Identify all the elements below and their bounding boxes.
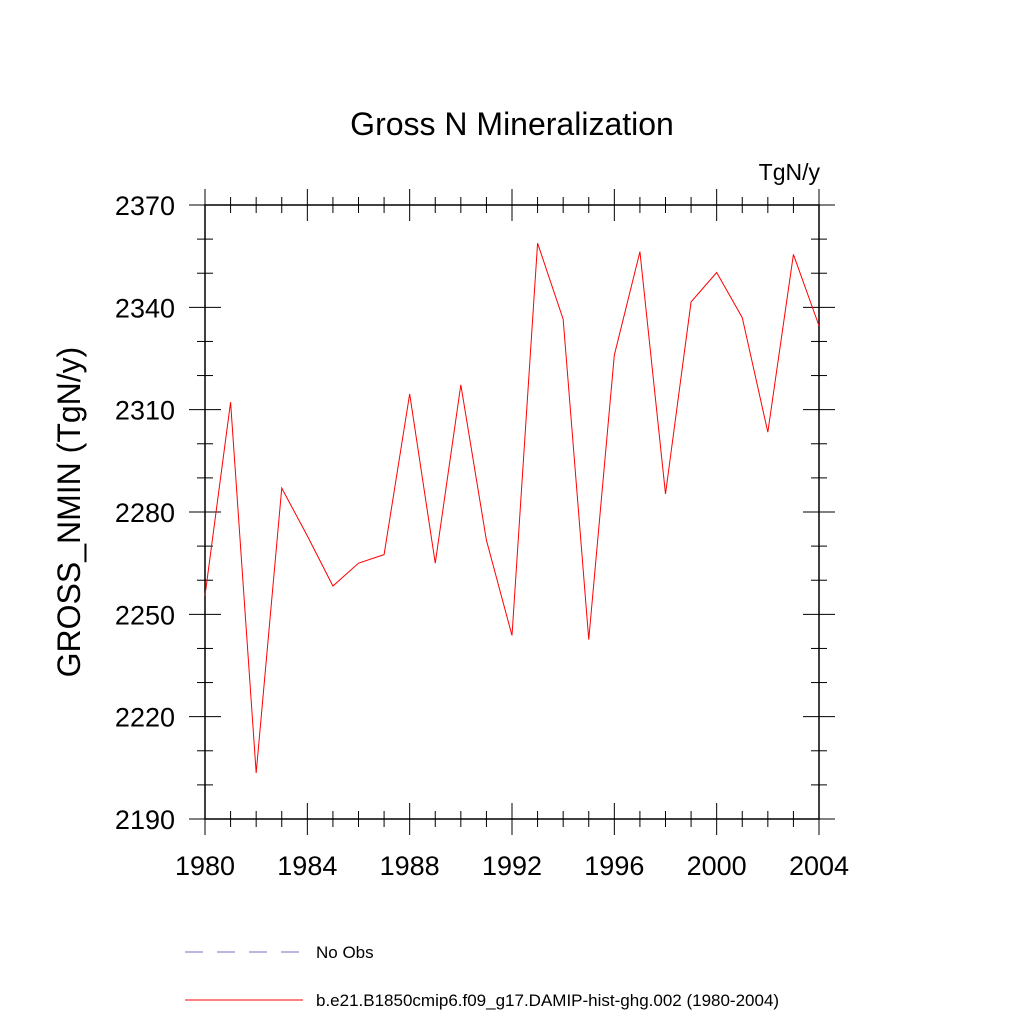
legend-label: b.e21.B1850cmip6.f09_g17.DAMIP-hist-ghg.… xyxy=(316,991,779,1010)
legend-label: No Obs xyxy=(316,943,374,962)
axis-ticks xyxy=(189,189,835,835)
x-tick-label: 1988 xyxy=(380,851,440,881)
y-tick-label: 2190 xyxy=(115,805,175,835)
y-tick-label: 2340 xyxy=(115,293,175,323)
plot-frame xyxy=(204,204,820,820)
legend: No Obs b.e21.B1850cmip6.f09_g17.DAMIP-his… xyxy=(185,943,779,1010)
x-tick-label: 1984 xyxy=(277,851,337,881)
x-tick-label: 1980 xyxy=(175,851,235,881)
y-tick-label: 2250 xyxy=(115,600,175,630)
y-tick-label: 2310 xyxy=(115,396,175,426)
series-lines xyxy=(204,243,820,773)
y-axis-label: GROSS_NMIN (TgN/y) xyxy=(51,347,87,678)
legend-item: b.e21.B1850cmip6.f09_g17.DAMIP-hist-ghg.… xyxy=(185,991,779,1010)
y-tick-label: 2220 xyxy=(115,703,175,733)
chart-title: Gross N Mineralization xyxy=(350,106,674,142)
x-tick-label: 2000 xyxy=(687,851,747,881)
x-tick-label: 2004 xyxy=(789,851,849,881)
x-tick-label: 1996 xyxy=(584,851,644,881)
y-tick-label: 2280 xyxy=(115,498,175,528)
units-label: TgN/y xyxy=(759,159,821,185)
x-tick-label: 1992 xyxy=(482,851,542,881)
y-tick-label: 2370 xyxy=(115,191,175,221)
legend-item: No Obs xyxy=(185,943,374,962)
series-line xyxy=(204,243,820,773)
tick-labels: 1980 1984 1988 1992 1996 2000 2004 2190 2220 2250… xyxy=(115,191,849,881)
